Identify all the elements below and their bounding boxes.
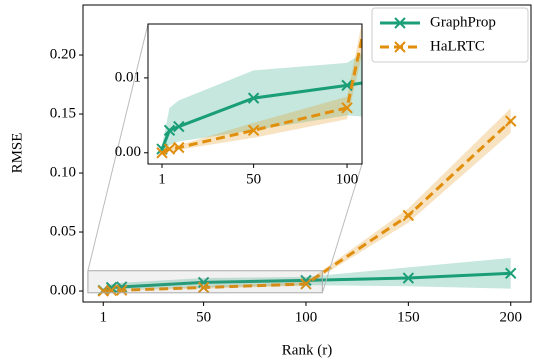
y-tick-label: 0.05 bbox=[50, 223, 76, 239]
marker bbox=[197, 281, 210, 294]
axes-frame bbox=[147, 23, 363, 165]
y-axis-label: RMSE bbox=[9, 133, 25, 174]
marker bbox=[505, 115, 517, 127]
zoom-connector bbox=[321, 163, 363, 293]
legend-label: GraphProp bbox=[430, 14, 496, 30]
zoom-connector bbox=[87, 23, 149, 271]
error-band bbox=[103, 108, 511, 292]
axes-frame bbox=[82, 4, 532, 303]
marker bbox=[173, 120, 185, 133]
x-tick-label: 1 bbox=[158, 171, 166, 187]
legend-marker bbox=[394, 17, 406, 29]
marker bbox=[163, 143, 176, 155]
x-tick-label: 1 bbox=[100, 309, 108, 325]
legend-label: HaLRTC bbox=[430, 38, 485, 54]
error-band bbox=[162, 53, 362, 153]
x-tick-label: 100 bbox=[295, 309, 318, 325]
error-band bbox=[162, 24, 362, 153]
y-tick-label: 0.00 bbox=[115, 144, 141, 160]
marker bbox=[105, 284, 118, 297]
marker bbox=[173, 141, 185, 154]
x-tick-label: 50 bbox=[196, 309, 211, 325]
marker bbox=[163, 124, 176, 137]
plot-background bbox=[148, 24, 362, 164]
zoom-indicator bbox=[87, 270, 323, 294]
legend-marker bbox=[394, 41, 406, 53]
x-tick-label: 150 bbox=[397, 309, 420, 325]
y-tick-label: 0.20 bbox=[50, 46, 76, 62]
y-tick-label: 0.00 bbox=[50, 282, 76, 298]
x-tick-label: 200 bbox=[499, 309, 522, 325]
marker bbox=[300, 278, 312, 290]
x-tick-label: 50 bbox=[246, 171, 261, 187]
marker bbox=[402, 272, 415, 284]
marker bbox=[197, 276, 210, 289]
marker bbox=[156, 147, 168, 159]
plot-area bbox=[156, 24, 362, 159]
marker bbox=[115, 284, 128, 296]
x-tick-label: 100 bbox=[336, 171, 359, 187]
y-tick-label: 0.15 bbox=[50, 105, 76, 121]
y-tick-label: 0.10 bbox=[50, 164, 76, 180]
y-tick-label: 0.01 bbox=[115, 69, 141, 85]
marker bbox=[247, 92, 260, 104]
marker bbox=[247, 124, 260, 137]
x-axis-label: Rank (r) bbox=[282, 342, 332, 358]
plot-area bbox=[97, 108, 517, 297]
marker bbox=[505, 267, 517, 280]
marker bbox=[341, 102, 353, 114]
marker bbox=[402, 209, 415, 222]
